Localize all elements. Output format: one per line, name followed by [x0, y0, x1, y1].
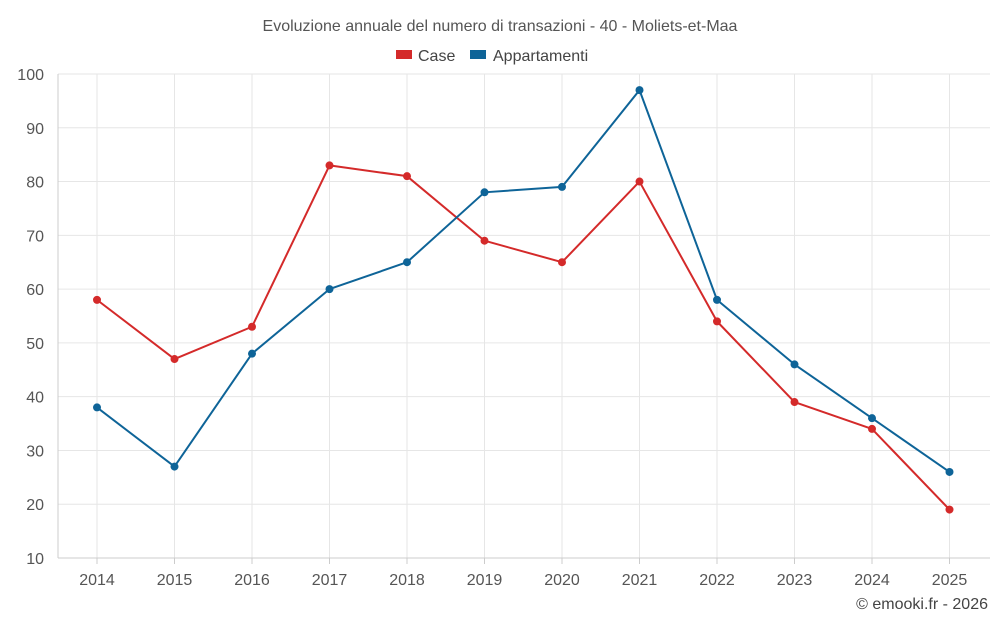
y-tick-label: 20 [26, 497, 44, 514]
data-point-case[interactable] [713, 317, 721, 326]
data-point-case[interactable] [248, 322, 256, 331]
legend-label-appartamenti[interactable]: Appartamenti [493, 48, 588, 65]
series-line-case [96, 164, 951, 511]
data-point-appartamenti[interactable] [170, 462, 179, 471]
grid [58, 73, 990, 558]
data-point-appartamenti[interactable] [403, 258, 411, 267]
x-tick-label: 2025 [932, 572, 968, 589]
y-tick-label: 50 [26, 336, 44, 353]
data-point-case[interactable] [635, 177, 644, 186]
y-tick-label: 60 [26, 282, 44, 299]
data-point-appartamenti[interactable] [945, 467, 954, 476]
axes: 10 20 30 40 50 60 70 80 90 100 2014 2015 2016 2017 201… [17, 67, 990, 589]
data-point-case[interactable] [790, 398, 799, 407]
data-point-appartamenti[interactable] [635, 86, 644, 95]
legend: Case Appartamenti [396, 48, 588, 65]
data-point-case[interactable] [170, 355, 179, 364]
data-point-case[interactable] [868, 424, 876, 433]
data-point-case[interactable] [480, 236, 489, 245]
credit-text: © emooki.fr - 2026 [856, 596, 988, 613]
legend-swatch-case [396, 50, 412, 59]
data-point-appartamenti[interactable] [248, 349, 256, 358]
data-point-appartamenti[interactable] [480, 188, 489, 197]
data-point-appartamenti[interactable] [93, 403, 101, 412]
x-tick-label: 2024 [854, 572, 890, 589]
x-tick-label: 2017 [312, 572, 348, 589]
x-tick-label: 2020 [544, 572, 580, 589]
data-point-appartamenti[interactable] [868, 414, 876, 423]
y-tick-label: 10 [26, 551, 44, 568]
data-point-case[interactable] [325, 161, 334, 170]
chart-title: Evoluzione annuale del numero di transaz… [263, 18, 738, 35]
series-line-appartamenti [96, 89, 951, 473]
legend-swatch-appartamenti [470, 50, 486, 59]
x-tick-label: 2016 [234, 572, 270, 589]
legend-label-case[interactable]: Case [418, 48, 455, 65]
series [93, 86, 954, 514]
data-point-appartamenti[interactable] [325, 285, 334, 294]
x-tick-label: 2021 [622, 572, 658, 589]
x-tick-label: 2018 [389, 572, 425, 589]
x-tick-label: 2022 [699, 572, 735, 589]
data-point-appartamenti[interactable] [790, 360, 799, 369]
y-tick-label: 100 [17, 67, 44, 84]
data-point-case[interactable] [403, 172, 411, 181]
x-tick-label: 2015 [157, 572, 193, 589]
x-tick-label: 2019 [467, 572, 503, 589]
data-point-case[interactable] [93, 295, 101, 304]
y-tick-label: 70 [26, 228, 44, 245]
data-point-case[interactable] [558, 258, 566, 267]
y-tick-label: 40 [26, 390, 44, 407]
y-tick-label: 90 [26, 121, 44, 138]
y-tick-label: 80 [26, 175, 44, 192]
data-point-case[interactable] [945, 505, 954, 514]
x-tick-label: 2023 [777, 572, 813, 589]
y-tick-label: 30 [26, 443, 44, 460]
data-point-appartamenti[interactable] [558, 182, 566, 191]
x-tick-label: 2014 [79, 572, 115, 589]
data-point-appartamenti[interactable] [713, 295, 721, 304]
